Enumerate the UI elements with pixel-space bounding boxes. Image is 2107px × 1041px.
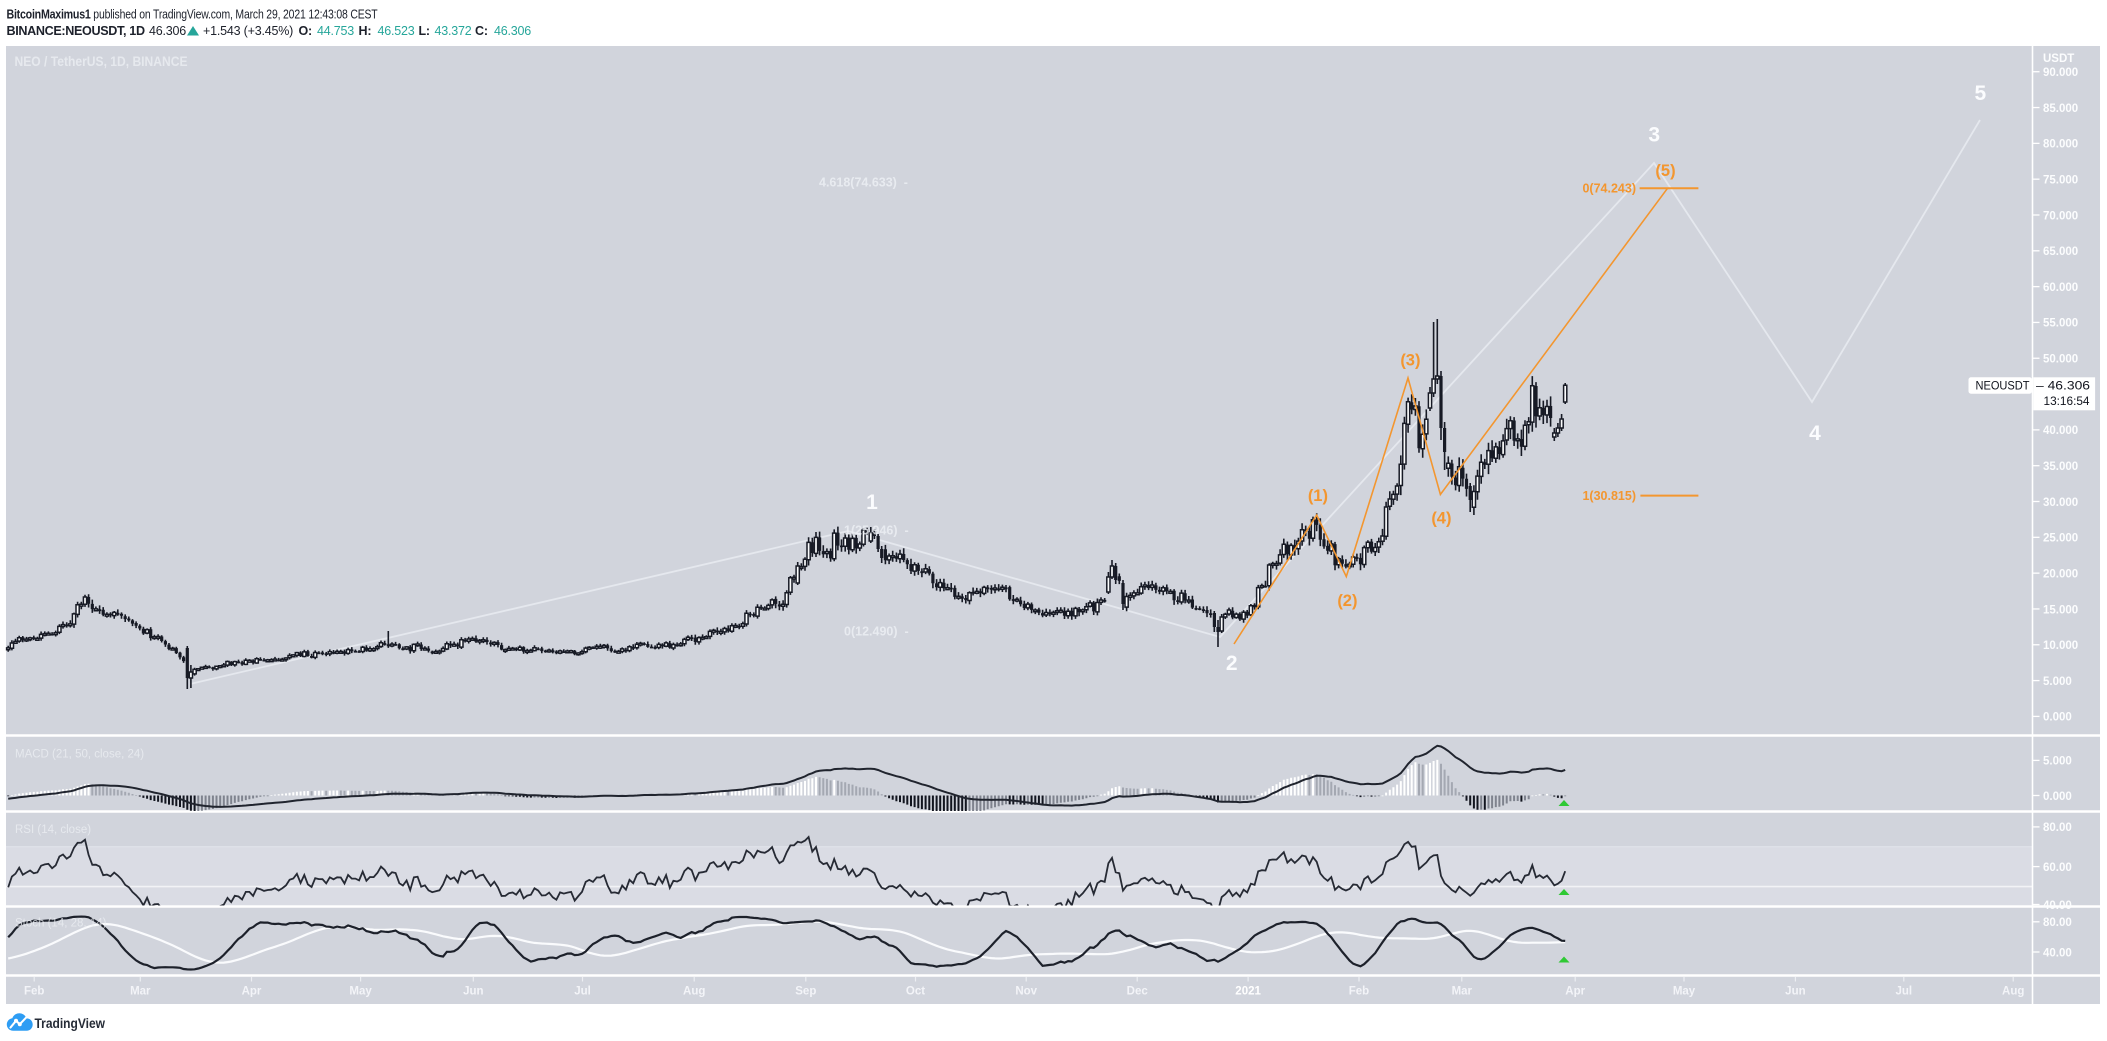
svg-text:46.306: 46.306 [494,24,531,38]
svg-text:Jun: Jun [463,986,483,998]
svg-text:BitcoinMaximus1 published on T: BitcoinMaximus1 published on TradingView… [7,7,378,22]
svg-text:4: 4 [1809,422,1821,445]
svg-text:RSI (14, close): RSI (14, close) [15,824,91,836]
svg-text:Dec: Dec [1127,986,1149,998]
svg-text:5: 5 [1975,82,1987,105]
svg-text:1(25.946) -: 1(25.946) - [844,524,909,538]
svg-text:4.618(74.633) -: 4.618(74.633) - [819,176,908,190]
svg-text:46.523: 46.523 [378,24,415,38]
svg-text:20.000: 20.000 [2043,568,2078,580]
svg-text:90.000: 90.000 [2043,67,2078,79]
svg-text:60.00: 60.00 [2043,862,2072,874]
svg-text:75.000: 75.000 [2043,174,2078,186]
svg-text:0(12.490) -: 0(12.490) - [844,625,909,639]
svg-text:NEOUSDT: NEOUSDT [1976,381,2030,393]
svg-text:0.000: 0.000 [2043,712,2072,724]
svg-text:May: May [349,986,372,998]
svg-text:Apr: Apr [1565,986,1585,998]
svg-text:Mar: Mar [1452,986,1473,998]
svg-text:USDT: USDT [2043,53,2074,65]
svg-text:Aug: Aug [683,986,705,998]
svg-text:80.000: 80.000 [2043,139,2078,151]
svg-text:Sep: Sep [795,986,816,998]
svg-text:(5): (5) [1655,162,1675,180]
svg-text:3: 3 [1648,124,1660,147]
svg-text:40.00: 40.00 [2043,947,2072,959]
svg-text:0.000: 0.000 [2043,791,2072,803]
svg-text:May: May [1673,986,1696,998]
svg-text:65.000: 65.000 [2043,246,2078,258]
svg-text:2021: 2021 [1235,986,1261,998]
svg-text:Aug: Aug [2002,986,2024,998]
svg-text:Nov: Nov [1015,986,1037,998]
svg-text:44.753: 44.753 [317,24,354,38]
svg-text:13:16:54: 13:16:54 [2044,396,2091,408]
svg-text:(1): (1) [1308,487,1328,505]
svg-text:50.000: 50.000 [2043,354,2078,366]
svg-text:MACD (21, 50, close, 24): MACD (21, 50, close, 24) [15,749,144,761]
svg-text:(3): (3) [1400,351,1420,369]
svg-text:55.000: 55.000 [2043,318,2078,330]
svg-text:1: 1 [866,491,878,514]
svg-text:40.000: 40.000 [2043,425,2078,437]
svg-text:Stoch (14, 28, 14): Stoch (14, 28, 14) [15,918,107,930]
svg-text:43.372: 43.372 [435,24,472,38]
svg-text:Jun: Jun [1785,986,1805,998]
svg-text:70.000: 70.000 [2043,210,2078,222]
svg-text:5.000: 5.000 [2043,756,2072,768]
svg-text:L:: L: [419,24,430,38]
svg-text:Apr: Apr [242,986,262,998]
svg-text:46.306: 46.306 [149,24,186,38]
svg-text:(2): (2) [1337,592,1357,610]
svg-text:60.000: 60.000 [2043,282,2078,294]
svg-text:BINANCE:NEOUSDT, 1D: BINANCE:NEOUSDT, 1D [7,24,145,38]
svg-text:1(30.815): 1(30.815) [1582,489,1636,503]
svg-text:+1.543 (+3.45%): +1.543 (+3.45%) [203,24,293,38]
svg-text:O:: O: [299,24,313,38]
svg-text:10.000: 10.000 [2043,640,2078,652]
svg-text:25.000: 25.000 [2043,533,2078,545]
svg-text:2: 2 [1226,652,1238,675]
svg-text:85.000: 85.000 [2043,103,2078,115]
svg-text:Mar: Mar [130,986,151,998]
svg-text:Feb: Feb [24,986,44,998]
svg-text:(4): (4) [1431,510,1451,528]
svg-text:TradingView: TradingView [35,1015,106,1031]
svg-text:5.000: 5.000 [2043,676,2072,688]
svg-text:NEO / TetherUS, 1D, BINANCE: NEO / TetherUS, 1D, BINANCE [15,54,188,69]
svg-text:80.00: 80.00 [2043,822,2072,834]
svg-text:C:: C: [475,24,488,38]
svg-text:Jul: Jul [574,986,591,998]
svg-text:0(74.243): 0(74.243) [1582,181,1636,195]
svg-text:40.00: 40.00 [2043,900,2072,912]
svg-text:Jul: Jul [1895,986,1912,998]
svg-text:35.000: 35.000 [2043,461,2078,473]
svg-text:15.000: 15.000 [2043,604,2078,616]
svg-text:Feb: Feb [1349,986,1369,998]
svg-text:H:: H: [359,24,372,38]
svg-text:80.00: 80.00 [2043,917,2072,929]
svg-text:30.000: 30.000 [2043,497,2078,509]
svg-text:– 46.306: – 46.306 [2036,381,2090,393]
svg-text:Oct: Oct [906,986,925,998]
